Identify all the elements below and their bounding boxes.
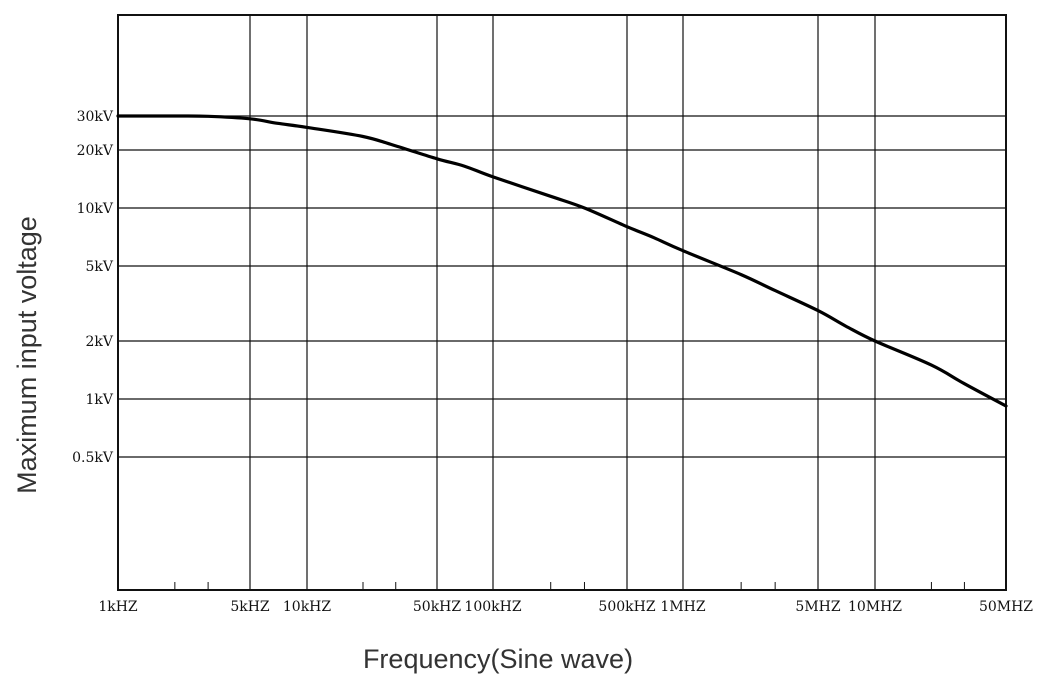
y-tick-label: 10kV <box>77 201 114 217</box>
x-tick-label: 500kHZ <box>598 599 655 615</box>
y-tick-label: 1kV <box>85 392 113 408</box>
x-tick-label: 1MHZ <box>660 599 705 615</box>
y-tick-label: 5kV <box>85 259 113 275</box>
y-tick-labels: 30kV 20kV 10kV 5kV 2kV 1kV 0.5kV <box>72 109 114 466</box>
series-line <box>116 114 1008 408</box>
grid <box>118 15 1006 590</box>
y-tick-label: 20kV <box>77 143 114 159</box>
x-tick-label: 50kHZ <box>413 599 462 615</box>
minor-ticks <box>174 582 965 590</box>
series-layer <box>116 114 1008 408</box>
y-tick-label: 0.5kV <box>72 450 114 466</box>
x-tick-labels: 1kHZ 5kHZ 10kHZ 50kHZ 100kHZ 500kHZ 1MHZ 5MHZ 10… <box>98 599 1033 615</box>
y-tick-label: 30kV <box>77 109 114 125</box>
x-axis-title: Frequency(Sine wave) <box>363 644 633 674</box>
x-tick-label: 50MHZ <box>979 599 1033 615</box>
x-tick-label: 100kHZ <box>464 599 521 615</box>
y-axis-title: Maximum input voltage <box>12 216 42 494</box>
y-tick-label: 2kV <box>85 334 113 350</box>
x-tick-label: 5MHZ <box>795 599 840 615</box>
x-tick-label: 10MHZ <box>848 599 902 615</box>
x-tick-label: 10kHZ <box>283 599 332 615</box>
x-tick-label: 1kHZ <box>98 599 138 615</box>
x-tick-label: 5kHZ <box>230 599 270 615</box>
plot-area <box>117 14 1007 591</box>
